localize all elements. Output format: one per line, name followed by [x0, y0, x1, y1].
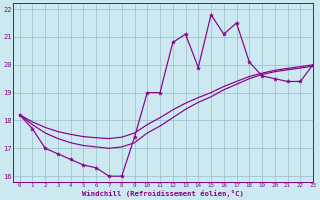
X-axis label: Windchill (Refroidissement éolien,°C): Windchill (Refroidissement éolien,°C) — [82, 190, 244, 197]
